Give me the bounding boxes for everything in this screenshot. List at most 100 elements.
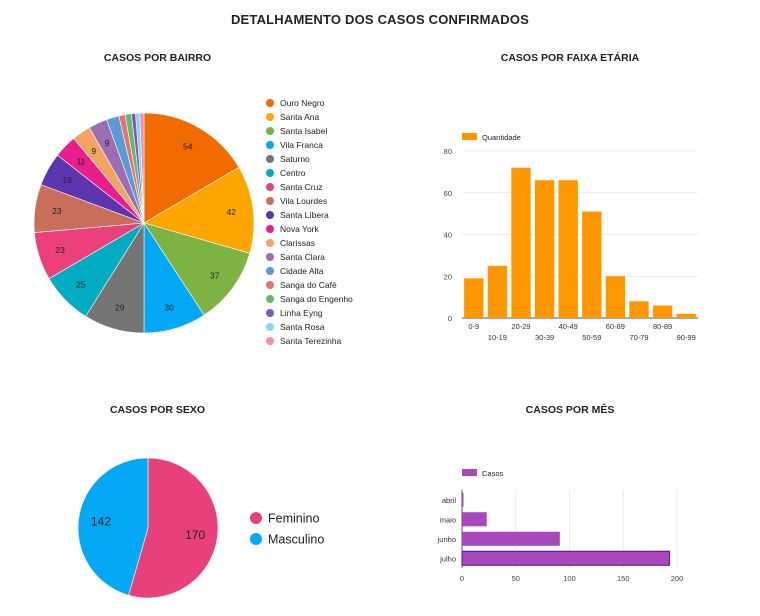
x-tick-label: 0 [460, 574, 464, 583]
legend-marker-linha-eyng [266, 309, 274, 317]
x-tick-label: 20-29 [511, 322, 530, 331]
legend-marker [462, 133, 477, 140]
legend-label-cidade-alta: Cidade Alta [280, 266, 324, 276]
legend-marker-santa-clara [266, 253, 274, 261]
pie-slice-santa-ana [143, 166, 255, 254]
bar-80-89 [652, 305, 673, 318]
pie-slice-label: 42 [227, 207, 237, 217]
neighborhood-pie-chart: 54 42 37 30 29 25 23 23 16 11 99 Ouro Negro Santa An… [33, 98, 353, 346]
legend-marker-nova-york [266, 225, 274, 233]
legend-label-feminino: Feminino [268, 511, 319, 525]
legend-marker-santa-ana [266, 113, 274, 121]
legend-label-nova-york: Nova York [280, 224, 319, 234]
pie-slice-ouro-negro [143, 112, 240, 224]
pie-slice-label: 54 [183, 142, 193, 152]
bar-0-9 [464, 278, 484, 318]
bar-junho [462, 531, 560, 546]
age-bar-chart: 0 20 40 60 80 0-9 10-19 20-29 30-39 40-49 50-59 60-… [444, 133, 698, 342]
legend-label-sanga-do-cafe: Sanga do Café [280, 280, 337, 290]
legend-label-santa-clara: Santa Clara [280, 252, 325, 262]
legend-label-santa-isabel: Santa Isabel [280, 126, 327, 136]
x-tick-label: 80-89 [653, 322, 672, 331]
x-tick-label: 40-49 [559, 322, 578, 331]
pie-slice-label: 23 [52, 206, 62, 216]
legend-marker [462, 469, 477, 476]
legend-marker-santa-rosa [266, 323, 274, 331]
x-tick-label: 50 [512, 574, 520, 583]
month-chart-panel: CASOS POR MÊS 0 50 100 150 200 abril maio junho… [380, 390, 760, 616]
legend-label: Casos [482, 469, 504, 478]
legend-label-santa-ana: Santa Ana [280, 112, 320, 122]
legend-marker-santa-isabel [266, 127, 274, 135]
pie-slice-label: 25 [76, 279, 86, 289]
legend-label-santa-rosa: Santa Rosa [280, 322, 325, 332]
y-tick-label: maio [440, 515, 456, 524]
legend-marker-vila-lourdes [266, 197, 274, 205]
bar-50-59 [582, 211, 602, 318]
x-tick-label: 150 [617, 574, 630, 583]
bar-20-29 [511, 167, 531, 318]
pie-slice-masculino [77, 457, 149, 596]
bar-10-19 [487, 265, 508, 318]
y-tick-label: julho [439, 554, 456, 563]
bar-40-49 [558, 180, 578, 318]
bar-abril [462, 492, 464, 507]
pie-slice-santa-terezinha [139, 112, 145, 224]
x-tick-label: 30-39 [535, 333, 554, 342]
y-tick-label: abril [442, 496, 457, 505]
pie-slice-feminino [128, 457, 219, 599]
age-chart-title: CASOS POR FAIXA ETÁRIA [500, 52, 640, 64]
bar-30-39 [534, 180, 555, 318]
sex-chart-panel: CASOS POR SEXO 170 142 Feminino Masculino [0, 390, 380, 616]
x-tick-label: 90-99 [677, 333, 696, 342]
age-chart-panel: CASOS POR FAIXA ETÁRIA 0 20 40 60 80 0-9 10-19… [380, 40, 760, 360]
legend-marker-ouro-negro [266, 99, 274, 107]
pie-slice-label: 29 [115, 303, 125, 313]
y-tick-label: 60 [444, 189, 452, 198]
pie-slice-label: 11 [76, 157, 85, 167]
legend-label-ouro-negro: Ouro Negro [280, 98, 325, 108]
pie-slice-label: 170 [185, 528, 205, 542]
y-tick-label: 0 [448, 314, 452, 323]
legend-label-centro: Centro [280, 168, 306, 178]
legend-marker-sanga-do-engenho [266, 295, 274, 303]
legend-marker-clarissas [266, 239, 274, 247]
legend-label-santa-cruz: Santa Cruz [280, 182, 323, 192]
legend-marker-santa-cruz [266, 183, 274, 191]
legend-label-vila-franca: Vila Franca [280, 140, 323, 150]
bar-60-69 [605, 276, 626, 318]
legend-label-santa-terezinha: Santa Terezinha [280, 336, 342, 346]
sex-pie-chart: 170 142 Feminino Masculino [77, 457, 324, 599]
legend-label-saturno: Saturno [280, 154, 310, 164]
pie-slice-label: 142 [91, 515, 111, 529]
x-tick-label: 10-19 [488, 333, 507, 342]
y-tick-label: 20 [444, 272, 452, 281]
legend-label-santa-libera: Santa Líbera [280, 210, 329, 220]
neighborhood-chart-title: CASOS POR BAIRRO [103, 52, 212, 64]
bar-70-79 [629, 301, 649, 318]
neighborhood-chart-panel: CASOS POR BAIRRO 54 42 37 30 29 25 23 23 16 11 9 9 O… [0, 40, 380, 360]
pie-slice-label: 37 [210, 270, 220, 280]
x-tick-label: 60-69 [606, 322, 625, 331]
legend-marker-feminino [250, 512, 262, 524]
y-tick-label: 40 [444, 231, 452, 240]
bar-90-99 [676, 313, 696, 318]
legend-label: Quantidade [482, 133, 521, 142]
legend-label-clarissas: Clarissas [280, 238, 315, 248]
pie-slice-label: 30 [164, 302, 174, 312]
legend-label-vila-lourdes: Vila Lourdes [280, 196, 327, 206]
month-bar-chart: 0 50 100 150 200 abril maio junho julho Casos [437, 469, 684, 583]
x-tick-label: 200 [671, 574, 684, 583]
sex-chart-title: CASOS POR SEXO [109, 404, 206, 416]
legend-marker-centro [266, 169, 274, 177]
page-title: DETALHAMENTO DOS CASOS CONFIRMADOS [230, 12, 530, 27]
legend-marker-sanga-do-cafe [266, 281, 274, 289]
pie-slice-santa-isabel [143, 222, 251, 316]
pie-slice-label: 16 [62, 175, 72, 185]
pie-slice-label: 23 [55, 245, 65, 255]
legend-marker-santa-libera [266, 211, 274, 219]
month-chart-title: CASOS POR MÊS [525, 404, 615, 416]
legend-marker-saturno [266, 155, 274, 163]
pie-slice-label: 9 [91, 146, 96, 156]
legend-label-masculino: Masculino [268, 532, 324, 546]
